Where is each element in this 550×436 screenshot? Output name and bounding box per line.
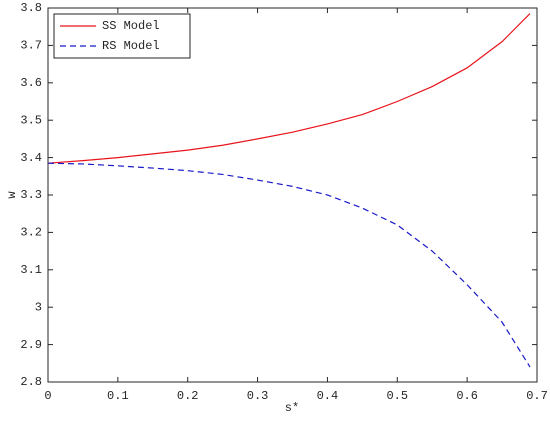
- y-axis-label: w: [5, 191, 19, 199]
- y-tick-label: 3.7: [20, 39, 42, 53]
- x-tick-label: 0.4: [317, 389, 339, 403]
- y-tick-label: 3.8: [20, 1, 42, 15]
- x-tick-label: 0.5: [386, 389, 408, 403]
- legend-label: SS Model: [102, 19, 160, 33]
- y-tick-label: 3.4: [20, 151, 42, 165]
- y-tick-label: 2.9: [20, 338, 42, 352]
- series-line: [47, 162, 531, 368]
- x-tick-label: 0.2: [177, 389, 199, 403]
- plot-frame: [47, 7, 538, 383]
- x-axis-label: s*: [285, 401, 299, 415]
- x-tick-label: 0.7: [526, 389, 548, 403]
- y-tick-label: 3.3: [20, 188, 42, 202]
- x-tick-label: 0.6: [456, 389, 478, 403]
- legend-label: RS Model: [102, 39, 160, 53]
- y-tick-label: 3: [35, 300, 42, 314]
- y-tick-label: 3.6: [20, 76, 42, 90]
- y-tick-label: 3.2: [20, 226, 42, 240]
- x-tick-label: 0: [44, 389, 51, 403]
- x-tick-label: 0.3: [247, 389, 269, 403]
- x-tick-label: 0.1: [107, 389, 129, 403]
- y-tick-label: 2.8: [20, 375, 42, 389]
- y-tick-label: 3.1: [20, 263, 42, 277]
- series-line: [47, 13, 531, 164]
- legend-box: [53, 13, 191, 59]
- y-tick-label: 3.5: [20, 113, 42, 127]
